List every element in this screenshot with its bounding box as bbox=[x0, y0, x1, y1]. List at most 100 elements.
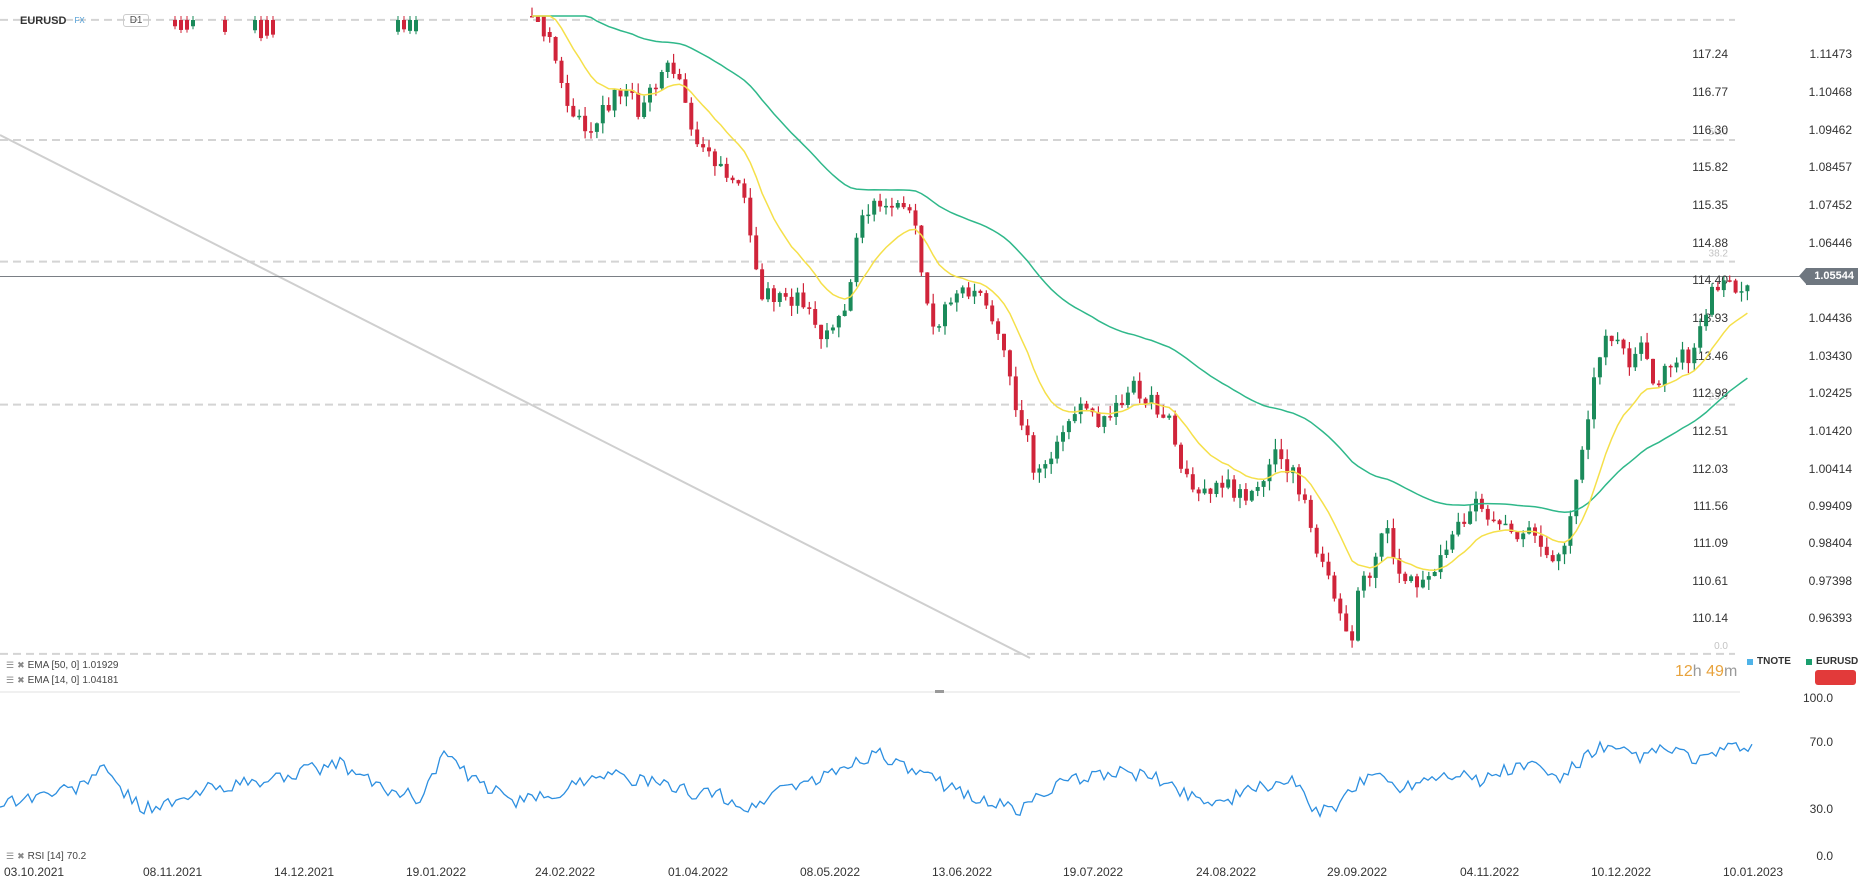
candle-body bbox=[978, 290, 983, 293]
candle-body bbox=[223, 20, 227, 32]
rsi-axis-tick: 30.0 bbox=[1810, 802, 1834, 816]
candle-body bbox=[1255, 487, 1260, 491]
settings-icon[interactable]: ☰ bbox=[6, 660, 15, 670]
y-axis-left-tick: 114.88 bbox=[1692, 236, 1728, 250]
candle-body bbox=[1356, 590, 1360, 641]
candle-body bbox=[253, 20, 257, 31]
candle-body bbox=[1485, 508, 1490, 520]
legend-eurusd[interactable]: EURUSD bbox=[1806, 656, 1858, 667]
candle-body bbox=[689, 102, 694, 130]
candle-body bbox=[1061, 432, 1065, 442]
candle-body bbox=[1462, 521, 1467, 524]
y-axis-right-tick: 1.07452 bbox=[1809, 198, 1853, 212]
indicator-ema14[interactable]: ☰ ✖ EMA [14, 0] 1.04181 bbox=[6, 675, 118, 686]
candle-body bbox=[1279, 449, 1284, 460]
panel-resize-handle bbox=[935, 690, 944, 693]
candle-body bbox=[1179, 444, 1183, 469]
candle-body bbox=[636, 92, 641, 117]
y-axis-right-tick: 1.11473 bbox=[1810, 47, 1853, 61]
candle-body bbox=[807, 307, 812, 309]
indicator-label: EMA [14, 0] bbox=[27, 675, 80, 686]
candle-body bbox=[1013, 376, 1018, 411]
timeframe-selector[interactable]: D1 bbox=[122, 14, 150, 27]
rsi-axis-tick: 70.0 bbox=[1810, 735, 1834, 749]
rsi-axis-tick: 100.0 bbox=[1803, 691, 1833, 705]
candle-body bbox=[1108, 416, 1113, 418]
candle-body bbox=[1332, 575, 1337, 599]
x-axis-tick: 08.05.2022 bbox=[800, 865, 860, 879]
y-axis-right-tick: 1.08457 bbox=[1809, 160, 1853, 174]
x-axis-tick: 10.01.2023 bbox=[1723, 865, 1783, 879]
candle-body bbox=[925, 272, 930, 304]
candle-body bbox=[1556, 554, 1561, 562]
y-axis-left-tick: 110.14 bbox=[1692, 611, 1728, 625]
y-axis-left-tick: 114.40 bbox=[1692, 273, 1728, 287]
candle-body bbox=[1314, 527, 1319, 554]
candle-body bbox=[191, 20, 195, 27]
candle-body bbox=[1114, 402, 1119, 417]
y-axis-right-tick: 1.00414 bbox=[1809, 462, 1853, 476]
candle-body bbox=[1297, 467, 1301, 495]
settings-icon[interactable]: ☰ bbox=[6, 675, 15, 685]
candle-body bbox=[1232, 479, 1237, 498]
candle-body bbox=[1072, 414, 1077, 422]
candle-body bbox=[1651, 358, 1655, 384]
candle-body bbox=[1202, 488, 1207, 494]
rsi-line bbox=[0, 740, 1753, 819]
candle-body bbox=[748, 197, 753, 236]
candle-body bbox=[878, 200, 883, 207]
candle-body bbox=[1692, 347, 1697, 364]
candle-body bbox=[1344, 613, 1349, 632]
candle-body bbox=[984, 293, 989, 306]
candle-body bbox=[589, 131, 593, 133]
legend-label: EURUSD bbox=[1816, 656, 1859, 667]
candle-body bbox=[730, 177, 735, 181]
candle-body bbox=[1379, 533, 1384, 557]
candle-body bbox=[185, 20, 189, 30]
candle-body bbox=[1639, 342, 1644, 354]
candle-body bbox=[179, 20, 183, 30]
legend-tnote[interactable]: TNOTE bbox=[1747, 656, 1791, 667]
candle-body bbox=[1214, 482, 1219, 494]
candle-body bbox=[1627, 348, 1632, 368]
candle-body bbox=[1137, 380, 1142, 399]
candle-body bbox=[1592, 377, 1596, 420]
candle-body bbox=[1220, 482, 1225, 488]
symbol-label[interactable]: EURUSD bbox=[20, 14, 67, 27]
y-axis-left-tick: 116.30 bbox=[1692, 123, 1728, 137]
candle-body bbox=[830, 327, 835, 331]
candle-body bbox=[259, 20, 263, 39]
sell-badge[interactable] bbox=[1815, 670, 1856, 685]
candle-body bbox=[1078, 403, 1083, 415]
candle-body bbox=[990, 305, 995, 322]
candle-body bbox=[1125, 392, 1130, 405]
settings-icon[interactable]: ☰ bbox=[6, 851, 15, 861]
candle-body bbox=[677, 74, 682, 80]
y-axis-right-tick: 1.09462 bbox=[1809, 123, 1853, 137]
close-icon[interactable]: ✖ bbox=[17, 660, 25, 670]
candle-body bbox=[1102, 416, 1107, 427]
candle-body bbox=[577, 115, 582, 118]
candle-body bbox=[1668, 365, 1673, 368]
indicator-ema50[interactable]: ☰ ✖ EMA [50, 0] 1.01929 bbox=[6, 660, 118, 671]
close-icon[interactable]: ✖ bbox=[17, 851, 25, 861]
candle-body bbox=[1261, 481, 1266, 487]
x-axis-tick: 24.08.2022 bbox=[1196, 865, 1256, 879]
indicator-rsi[interactable]: ☰ ✖ RSI [14] 70.2 bbox=[6, 851, 86, 862]
candle-body bbox=[771, 288, 776, 302]
fib-level-label: 23.6 bbox=[1709, 392, 1729, 403]
candle-body bbox=[1468, 511, 1473, 524]
countdown-hours-unit: h bbox=[1692, 663, 1702, 680]
candle-body bbox=[1184, 468, 1189, 475]
candle-body bbox=[1444, 549, 1449, 555]
candle-body bbox=[1491, 519, 1496, 522]
candle-body bbox=[701, 144, 706, 148]
close-icon[interactable]: ✖ bbox=[17, 675, 25, 685]
x-axis-tick: 08.11.2021 bbox=[143, 865, 202, 879]
candle-body bbox=[842, 310, 847, 316]
candle-body bbox=[948, 302, 953, 305]
candle-body bbox=[612, 89, 617, 111]
y-axis-left-tick: 113.46 bbox=[1692, 349, 1728, 363]
candle-body bbox=[907, 207, 912, 211]
